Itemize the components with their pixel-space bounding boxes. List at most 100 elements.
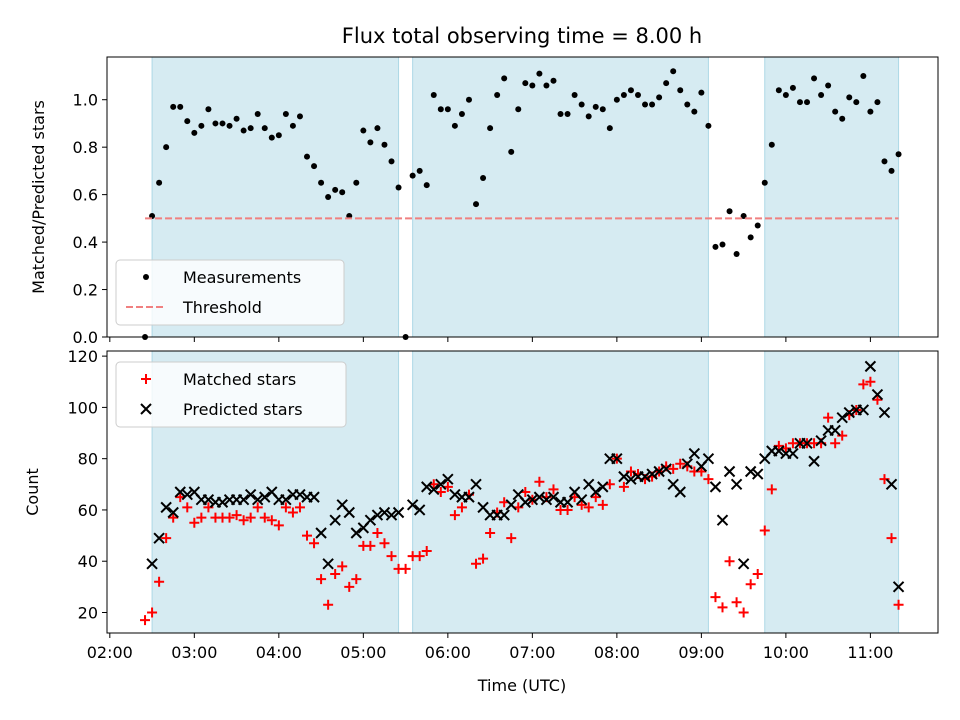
x-tick-label: 04:00: [256, 643, 302, 662]
matched-star-point: [245, 512, 256, 523]
measurement-point: [761, 179, 768, 186]
predicted-star-point: [315, 527, 327, 539]
predicted-star-point: [575, 493, 588, 506]
measurement-point: [754, 222, 761, 229]
matched-star-point: [344, 581, 355, 592]
legend-label: Threshold: [182, 298, 262, 317]
matched-star-point: [485, 528, 496, 539]
measurement-point: [571, 91, 578, 98]
measurement-point: [508, 148, 515, 155]
predicted-star-point: [174, 486, 186, 498]
predicted-star-point: [871, 388, 884, 401]
measurement-point: [325, 194, 332, 200]
measurement-point: [634, 91, 641, 98]
measurement-point: [564, 110, 571, 117]
measurement-point: [289, 122, 296, 129]
measurement-point: [388, 158, 395, 165]
measurement-point: [775, 87, 782, 94]
matched-star-point: [161, 533, 172, 544]
measurement-point: [860, 72, 867, 79]
measurement-point: [437, 106, 444, 113]
measurement-point: [191, 129, 198, 136]
predicted-star-point: [308, 491, 320, 503]
matched-star-point: [323, 599, 334, 610]
measurement-point: [409, 172, 416, 179]
measurement-point: [522, 80, 529, 87]
matched-star-point: [365, 540, 376, 551]
matched-star-point: [287, 507, 298, 518]
matched-star-point: [717, 602, 728, 613]
y-tick-label: 0.6: [73, 186, 98, 205]
matched-star-point: [893, 599, 904, 610]
predicted-star-point: [533, 491, 546, 503]
matched-star-point: [224, 512, 235, 523]
matched-star-point: [703, 474, 714, 485]
matched-star-point: [696, 466, 707, 477]
matched-star-point: [154, 576, 165, 587]
measurement-point: [261, 125, 268, 132]
measurement-point: [282, 110, 289, 117]
legend-box: [115, 361, 347, 428]
measurement-point: [698, 89, 705, 96]
predicted-star-point: [259, 491, 271, 503]
predicted-star-point: [406, 499, 419, 511]
measurement-point: [170, 103, 177, 110]
matched-star-point: [534, 476, 545, 487]
matched-star-point: [625, 466, 636, 477]
measurement-point: [881, 158, 888, 165]
matched-star-point: [576, 499, 587, 510]
predicted-star-point: [505, 499, 517, 511]
measurement-point: [480, 175, 487, 182]
legend-label: Matched stars: [183, 370, 296, 389]
y-tick-label: 100: [67, 398, 98, 417]
matched-star-point: [471, 558, 482, 569]
predicted-star-point: [611, 452, 623, 465]
predicted-star-point: [350, 527, 363, 539]
shaded-interval-3: [764, 56, 900, 338]
predicted-star-point: [688, 447, 701, 460]
matched-star-point: [759, 525, 770, 536]
measurement-point: [818, 91, 825, 98]
predicted-star-point: [646, 468, 658, 480]
predicted-star-point: [744, 465, 757, 478]
predicted-star-point: [519, 496, 532, 508]
matched-star-point: [752, 569, 763, 580]
measurement-point: [430, 91, 437, 98]
predicted-star-point: [674, 486, 686, 498]
matched-star-point: [618, 481, 629, 492]
measurement-point: [494, 91, 501, 98]
predicted-star-point: [801, 437, 813, 449]
matched-star-point: [309, 538, 320, 549]
matched-star-point: [421, 545, 432, 556]
matched-star-point: [478, 553, 489, 564]
legend: Matched stars Predicted stars: [115, 361, 347, 428]
measurement-point: [712, 243, 719, 250]
measurement-point: [423, 182, 430, 189]
predicted-star-point: [385, 509, 398, 521]
predicted-star-point: [892, 581, 905, 593]
matched-star-point: [400, 563, 411, 574]
predicted-star-point: [329, 514, 341, 526]
measurement-point: [304, 153, 311, 160]
measurement-point: [585, 113, 592, 120]
predicted-star-point: [280, 493, 292, 506]
predicted-star-point: [625, 473, 637, 485]
measurement-point: [339, 189, 346, 196]
matched-star-point: [231, 510, 242, 521]
predicted-star-point: [709, 481, 722, 493]
x-tick-label: 05:00: [340, 643, 386, 662]
measurement-point: [782, 91, 789, 98]
matched-star-point: [562, 504, 573, 515]
predicted-star-point: [343, 506, 355, 519]
matched-star-point: [548, 484, 559, 495]
predicted-star-point: [561, 496, 574, 508]
measurement-point: [613, 96, 620, 103]
measurement-point: [473, 201, 480, 208]
y-tick-label: 1.0: [73, 91, 98, 110]
predicted-star-point: [653, 465, 665, 478]
matched-star-point: [294, 502, 305, 513]
matched-star-point: [872, 394, 883, 405]
measurement-point: [275, 132, 282, 139]
measurement-point: [332, 186, 339, 193]
